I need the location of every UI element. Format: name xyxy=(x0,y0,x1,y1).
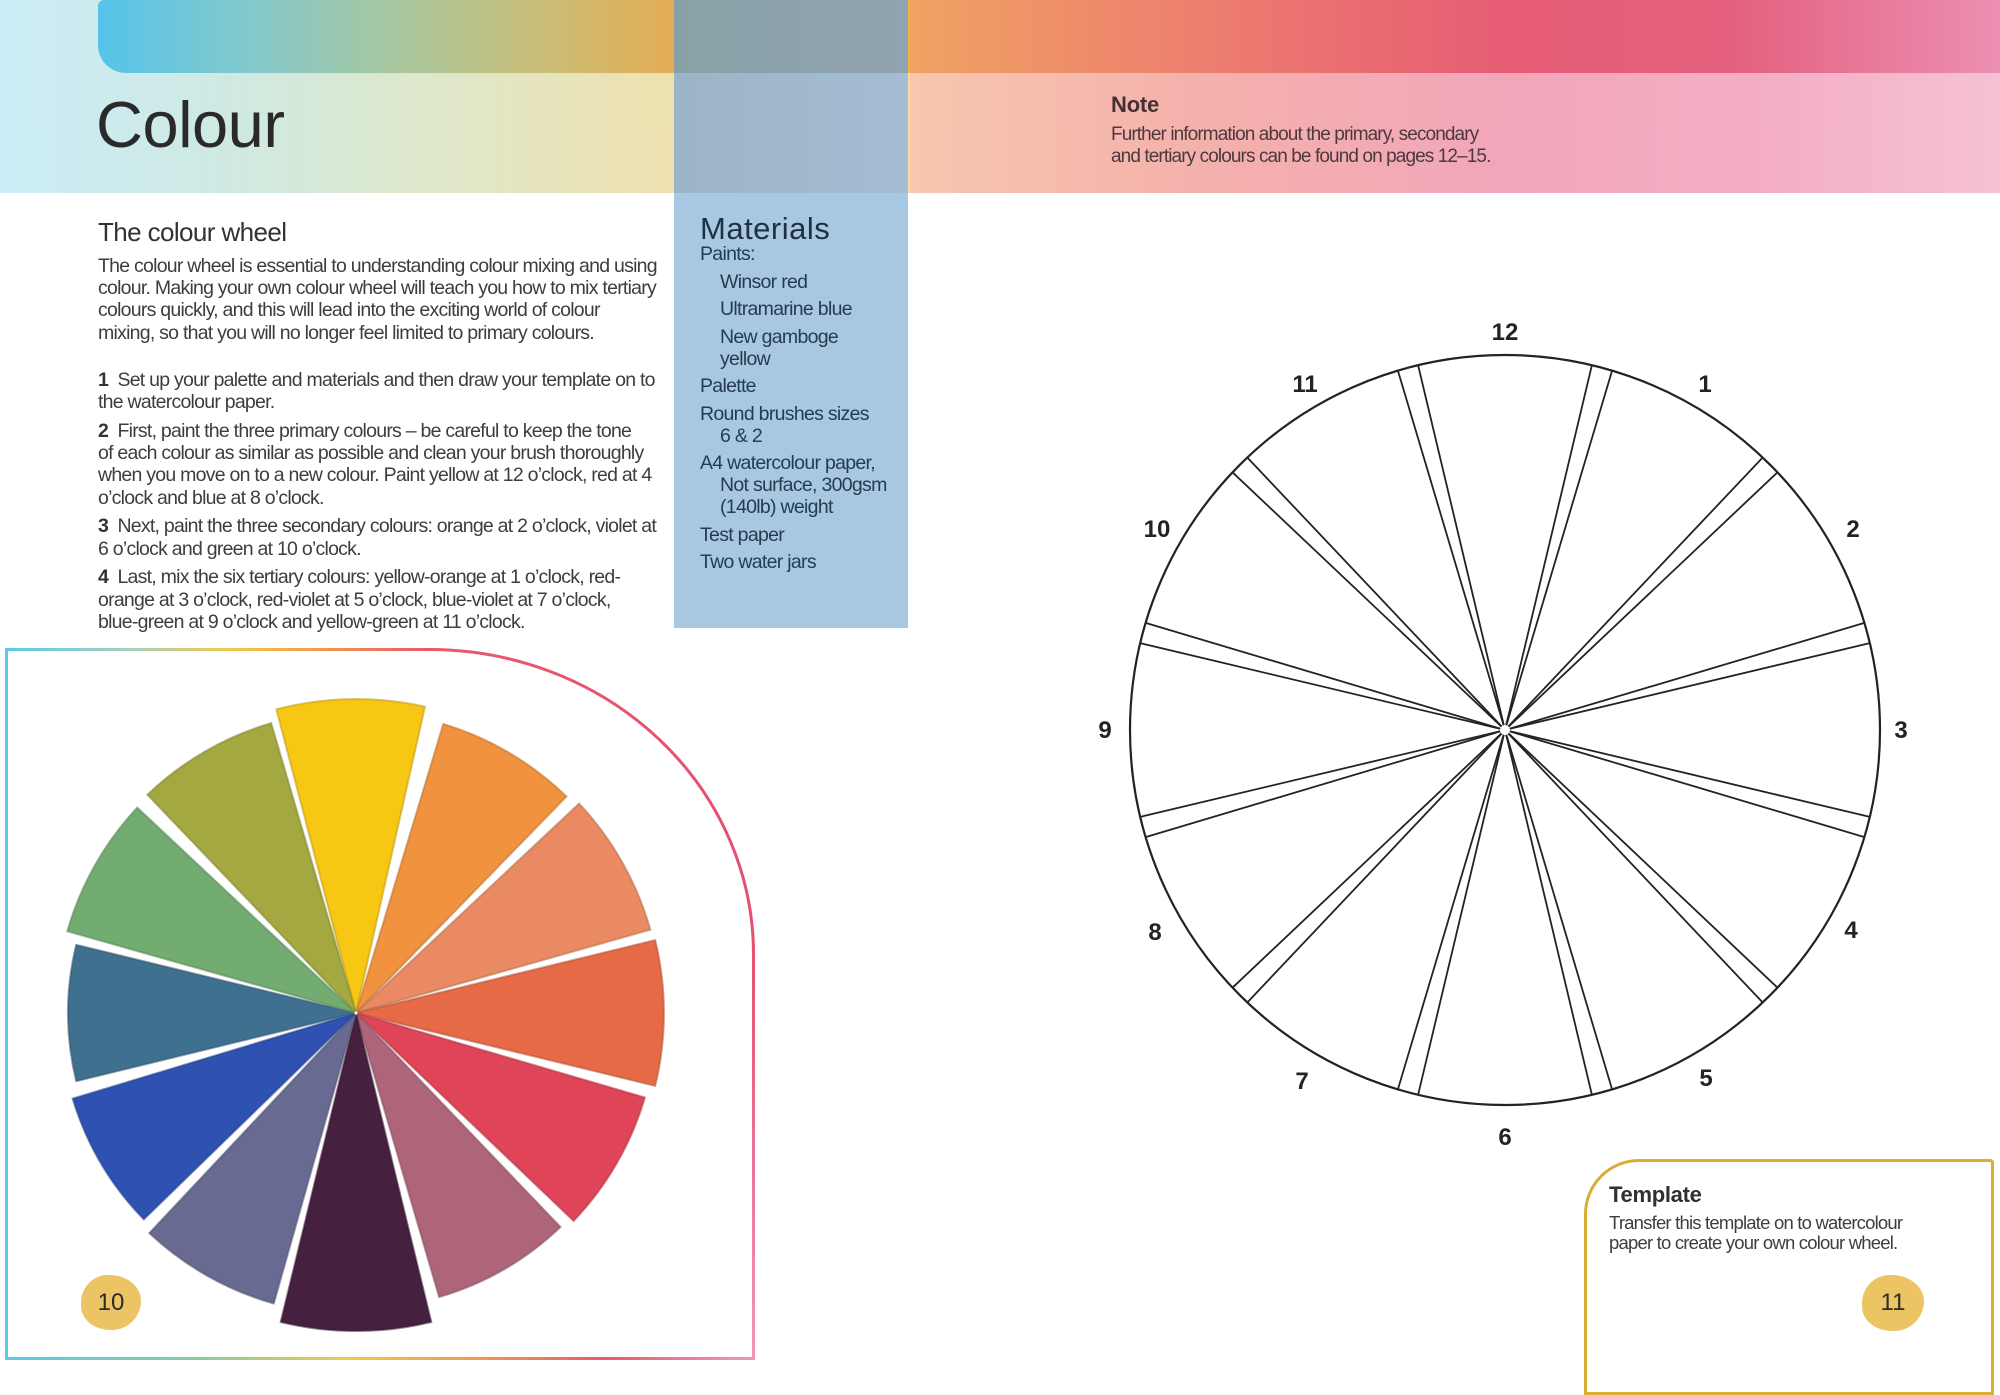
svg-text:7: 7 xyxy=(1295,1068,1308,1095)
svg-text:12: 12 xyxy=(1492,319,1519,346)
svg-text:8: 8 xyxy=(1148,919,1161,946)
svg-text:6: 6 xyxy=(1498,1124,1511,1151)
svg-text:10: 10 xyxy=(1144,516,1171,543)
svg-text:11: 11 xyxy=(1292,371,1317,398)
svg-text:9: 9 xyxy=(1098,717,1111,744)
svg-text:2: 2 xyxy=(1846,516,1859,543)
svg-text:3: 3 xyxy=(1894,717,1907,744)
svg-text:4: 4 xyxy=(1844,917,1858,944)
svg-text:5: 5 xyxy=(1699,1065,1712,1092)
svg-text:1: 1 xyxy=(1698,371,1711,398)
